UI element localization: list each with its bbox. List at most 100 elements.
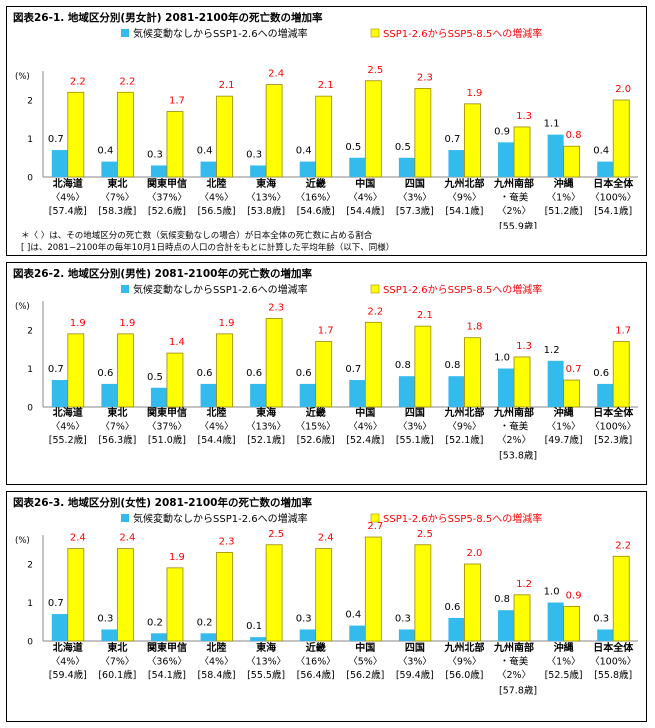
bar-series-1 xyxy=(448,617,465,641)
bar-series-1 xyxy=(349,380,366,407)
category-label: 〈5%〉 xyxy=(348,657,382,668)
category-label: 九州北部 xyxy=(443,406,484,419)
legend-label-2: SSP1-2.6からSSP5-8.5への増減率 xyxy=(383,283,542,296)
category-label: 中国 xyxy=(355,641,375,654)
bar-series-2 xyxy=(116,91,134,178)
category-label: [55.2歳] xyxy=(49,434,87,446)
bar-series-1 xyxy=(498,142,515,177)
bar-series-1 xyxy=(101,383,118,407)
data-label-series-1: 0.1 xyxy=(246,621,262,632)
category-label: [53.8歳] xyxy=(499,450,537,462)
bar-series-1 xyxy=(597,161,614,177)
category-label: 北海道 xyxy=(53,641,83,654)
bar-series-1 xyxy=(349,157,366,177)
bar-series-2 xyxy=(464,103,481,178)
category-label: 関東甲信 xyxy=(147,641,187,654)
category-label: 東海 xyxy=(256,177,276,190)
y-tick-label: 1 xyxy=(27,365,33,375)
data-label-series-2: 0.9 xyxy=(566,590,582,601)
data-label-series-2: 2.3 xyxy=(417,72,433,83)
bar-series-2 xyxy=(612,99,630,178)
bar-series-1 xyxy=(51,614,68,641)
category-label: [57.4歳] xyxy=(49,205,87,217)
y-tick-label: 0 xyxy=(27,174,33,184)
data-label-series-2: 2.3 xyxy=(219,536,235,547)
category-label: [55.9歳] xyxy=(499,221,537,230)
category-label: 〈7%〉 xyxy=(100,657,134,668)
category-label: [55.8歳] xyxy=(594,669,632,681)
category-label: [55.1歳] xyxy=(396,434,434,446)
data-label-series-2: 2.1 xyxy=(219,80,235,91)
bar-series-1 xyxy=(299,629,316,641)
category-label: 中国 xyxy=(355,406,375,419)
category-label: [54.6歳] xyxy=(297,205,335,217)
category-label: 〈13%〉 xyxy=(246,657,286,668)
data-label-series-1: 0.2 xyxy=(147,617,163,628)
data-label-series-2: 2.0 xyxy=(467,548,483,559)
category-label: [52.6歳] xyxy=(297,434,335,446)
category-label: [57.3歳] xyxy=(396,205,434,217)
data-label-series-1: 0.4 xyxy=(97,146,113,157)
data-label-series-1: 0.4 xyxy=(296,146,312,157)
data-label-series-2: 2.2 xyxy=(615,540,631,551)
data-label-series-2: 1.9 xyxy=(70,318,86,329)
category-label: [54.1歳] xyxy=(148,669,186,681)
bar-series-1 xyxy=(547,360,564,407)
category-label: 〈1%〉 xyxy=(547,422,581,433)
category-label: 〈2%〉 xyxy=(497,435,531,446)
category-label: [54.1歳] xyxy=(445,205,483,217)
bar-series-2 xyxy=(513,126,531,178)
bar-series-2 xyxy=(414,544,432,642)
data-label-series-2: 1.7 xyxy=(169,96,185,107)
bar-series-1 xyxy=(299,383,316,407)
data-label-series-1: 0.7 xyxy=(445,134,461,145)
legend-swatch-1 xyxy=(121,29,129,37)
category-label: 〈1%〉 xyxy=(547,193,581,204)
data-label-series-2: 0.8 xyxy=(566,130,582,141)
category-label: [54.4歳] xyxy=(198,434,236,446)
data-label-series-2: 2.5 xyxy=(367,65,383,76)
bar-series-1 xyxy=(597,629,614,641)
legend-label-1: 気候変動なしからSSP1-2.6への増減率 xyxy=(133,283,308,296)
category-label: 〈100%〉 xyxy=(590,657,636,668)
bar-series-2 xyxy=(166,567,184,642)
category-label: 九州北部 xyxy=(443,177,484,190)
category-label: 〈1%〉 xyxy=(547,657,581,668)
category-label: 〈4%〉 xyxy=(51,193,85,204)
bar-series-1 xyxy=(448,150,465,177)
data-label-series-1: 0.5 xyxy=(147,372,163,383)
category-label: 〈100%〉 xyxy=(590,422,636,433)
data-label-series-1: 0.6 xyxy=(197,368,213,379)
data-label-series-2: 1.9 xyxy=(119,318,135,329)
bar-series-1 xyxy=(547,602,564,641)
category-label: 〈4%〉 xyxy=(51,657,85,668)
bar-series-2 xyxy=(513,356,531,408)
category-label: 〈100%〉 xyxy=(590,193,636,204)
legend-label-2: SSP1-2.6からSSP5-8.5への増減率 xyxy=(383,27,542,40)
data-label-series-1: 1.0 xyxy=(544,587,560,598)
data-label-series-1: 0.5 xyxy=(345,142,361,153)
bar-series-2 xyxy=(464,563,481,642)
data-label-series-2: 2.1 xyxy=(417,310,433,321)
category-label: 〈13%〉 xyxy=(246,422,286,433)
data-label-series-1: 0.9 xyxy=(494,126,510,137)
y-tick-label: 1 xyxy=(27,135,33,145)
category-label: 九州南部 xyxy=(493,177,534,190)
data-label-series-1: 0.6 xyxy=(445,602,461,613)
chart-panel-3: 図表26-3. 地域区分別(女性) 2081-2100年の死亡数の増加率 気候変動… xyxy=(6,491,647,722)
category-label: [56.3歳] xyxy=(98,434,136,446)
data-label-series-2: 2.7 xyxy=(367,521,383,532)
bar-series-2 xyxy=(265,318,283,408)
legend-swatch-1 xyxy=(121,285,129,293)
bar-series-2 xyxy=(166,111,184,178)
category-label: 東海 xyxy=(256,641,276,654)
bar-series-2 xyxy=(67,91,85,178)
bar-series-1 xyxy=(448,376,465,407)
category-label: [52.1歳] xyxy=(247,434,285,446)
data-label-series-1: 0.4 xyxy=(593,146,609,157)
data-label-series-2: 2.2 xyxy=(70,76,86,87)
category-label: 〈16%〉 xyxy=(296,657,336,668)
data-label-series-1: 0.8 xyxy=(494,594,510,605)
category-label: [56.5歳] xyxy=(198,205,236,217)
data-label-series-2: 1.7 xyxy=(318,326,334,337)
